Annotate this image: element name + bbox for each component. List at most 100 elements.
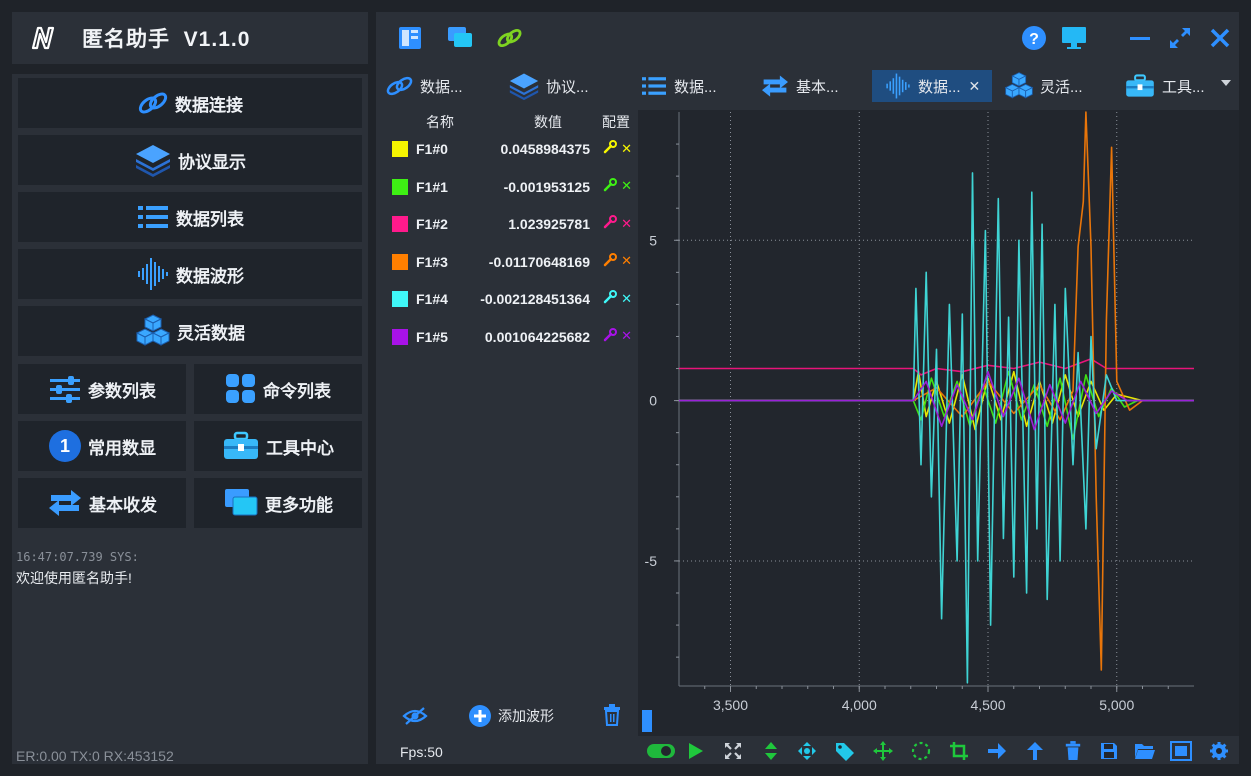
channel-config: ✕	[599, 290, 632, 307]
center-move-icon[interactable]	[796, 740, 818, 762]
channel-color-swatch[interactable]	[392, 291, 408, 307]
trash-icon[interactable]	[602, 704, 622, 731]
pan-move-icon[interactable]	[872, 740, 894, 762]
wrench-icon[interactable]	[603, 177, 618, 195]
channel-row[interactable]: F1#0 0.0458984375 ✕	[388, 134, 638, 164]
close-icon[interactable]: ✕	[621, 290, 632, 306]
close-icon[interactable]: ✕	[621, 253, 632, 268]
menu-param-list-button[interactable]: 参数列表	[18, 364, 186, 414]
y-tick-label: -5	[645, 553, 658, 569]
swap-arrows-icon	[760, 73, 790, 99]
minimize-icon[interactable]	[1126, 24, 1154, 52]
tab-tools[interactable]: 工具...	[1124, 70, 1220, 102]
tab-data-list[interactable]: 数据...	[640, 70, 750, 102]
channel-row[interactable]: F1#5 0.001064225682 ✕	[388, 322, 638, 352]
arrow-up-icon[interactable]	[1024, 740, 1046, 762]
x-tick-label: 4,000	[842, 697, 877, 713]
add-waveform-button[interactable]: 添加波形	[468, 704, 554, 728]
link-icon[interactable]	[496, 24, 524, 52]
tab-overflow-chevron-down-icon[interactable]	[1221, 80, 1231, 86]
close-icon[interactable]: ✕	[621, 178, 632, 193]
maximize-icon[interactable]	[1166, 24, 1194, 52]
menu-more-features-button[interactable]: 更多功能	[194, 478, 362, 528]
wrench-icon[interactable]	[603, 327, 618, 345]
help-icon[interactable]: ?	[1020, 24, 1048, 52]
arrow-right-icon[interactable]	[986, 740, 1008, 762]
menu-common-display-button[interactable]: 1 常用数显	[18, 421, 186, 471]
column-header-value: 数值	[534, 114, 562, 130]
channel-row[interactable]: F1#3 -0.01170648169 ✕	[388, 247, 638, 277]
tab-data-connect[interactable]: 数据...	[386, 70, 496, 102]
left-panel: 匿名助手 V1.1.0 数据连接 协议显示 数据列表 数据波形 灵活数据 参数列…	[12, 12, 368, 764]
layers-icon	[134, 142, 172, 178]
channel-name: F1#5	[416, 328, 448, 345]
close-icon[interactable]: ✕	[621, 215, 632, 231]
channel-color-swatch[interactable]	[392, 253, 408, 270]
close-icon[interactable]: ✕	[621, 140, 632, 156]
app-logo-icon	[28, 23, 58, 53]
tab-basic[interactable]: 基本...	[760, 70, 870, 102]
menu-data-list-button[interactable]: 数据列表	[18, 192, 362, 242]
menu-waveform-button[interactable]: 数据波形	[18, 249, 362, 299]
layers-icon	[508, 71, 540, 101]
waveform-chart[interactable]: 3,500 4,000 4,500 5,000 5 0 -5	[638, 110, 1239, 764]
svg-text:1: 1	[60, 436, 70, 456]
channel-color-swatch[interactable]	[392, 328, 408, 345]
tab-flex-data[interactable]: 灵活...	[1004, 70, 1114, 102]
tab-close-icon[interactable]: ✕	[968, 77, 981, 94]
menu-protocol-display-button[interactable]: 协议显示	[18, 135, 362, 185]
play-icon[interactable]	[684, 740, 706, 762]
channel-color-swatch[interactable]	[392, 178, 408, 195]
channel-row[interactable]: F1#1 -0.001953125 ✕	[388, 172, 638, 202]
wrench-icon[interactable]	[603, 290, 618, 307]
windows-icon[interactable]	[446, 24, 474, 52]
menu-tool-center-button[interactable]: 工具中心	[194, 421, 362, 471]
close-icon[interactable]: ✕	[621, 328, 632, 343]
wrench-icon[interactable]	[603, 215, 618, 232]
x-tick-label: 4,500	[970, 697, 1005, 713]
channel-color-swatch[interactable]	[392, 141, 408, 157]
trash-icon[interactable]	[1062, 740, 1084, 762]
column-header-name: 名称	[426, 114, 454, 130]
menu-command-list-button[interactable]: 命令列表	[194, 364, 362, 414]
channel-value: -0.01170648169	[488, 253, 590, 270]
close-icon[interactable]	[1206, 24, 1234, 52]
save-icon[interactable]	[1098, 740, 1120, 762]
tab-waveform[interactable]: 数据... ✕	[872, 70, 992, 102]
plus-circle-icon	[469, 705, 491, 727]
panel-toggle-icon[interactable]	[396, 24, 424, 52]
tab-label: 数据...	[674, 78, 717, 96]
crop-icon[interactable]	[948, 740, 970, 762]
menu-flex-data-button[interactable]: 灵活数据	[18, 306, 362, 356]
wrench-icon[interactable]	[603, 252, 618, 270]
screenshot-icon[interactable]	[1170, 740, 1192, 762]
list-icon	[136, 202, 170, 232]
number-one-icon: 1	[48, 429, 82, 463]
channel-row[interactable]: F1#2 1.023925781 ✕	[388, 209, 638, 239]
tab-label: 基本...	[796, 78, 839, 96]
vertical-fit-icon[interactable]	[760, 740, 782, 762]
tab-protocol[interactable]: 协议...	[508, 70, 618, 102]
add-waveform-label: 添加波形	[498, 708, 554, 724]
eye-hide-icon[interactable]	[402, 706, 428, 731]
cubes-icon	[1004, 71, 1034, 101]
tab-label: 数据...	[420, 78, 463, 96]
channel-color-swatch[interactable]	[392, 216, 408, 232]
channel-value: 0.001064225682	[484, 328, 590, 345]
menu-basic-transceive-button[interactable]: 基本收发	[18, 478, 186, 528]
folder-open-icon[interactable]	[1134, 740, 1156, 762]
tags-icon[interactable]	[834, 740, 856, 762]
waveform-plot[interactable]: 3,500 4,000 4,500 5,000 5 0 -5	[638, 110, 1239, 736]
monitor-icon[interactable]	[1060, 24, 1088, 52]
menu-label: 参数列表	[88, 381, 156, 401]
gear-icon[interactable]	[1208, 740, 1230, 762]
y-tick-label: 5	[649, 232, 657, 248]
menu-data-connect-button[interactable]: 数据连接	[18, 78, 362, 128]
fit-expand-icon[interactable]	[722, 740, 744, 762]
select-area-icon[interactable]	[910, 740, 932, 762]
toggle-switch-icon[interactable]	[644, 740, 678, 762]
channel-row[interactable]: F1#4 -0.002128451364 ✕	[388, 284, 638, 314]
wrench-icon[interactable]	[603, 140, 618, 157]
app-title: 匿名助手 V1.1.0	[82, 28, 251, 51]
list-bottom-toolbar: 添加波形	[388, 702, 638, 732]
